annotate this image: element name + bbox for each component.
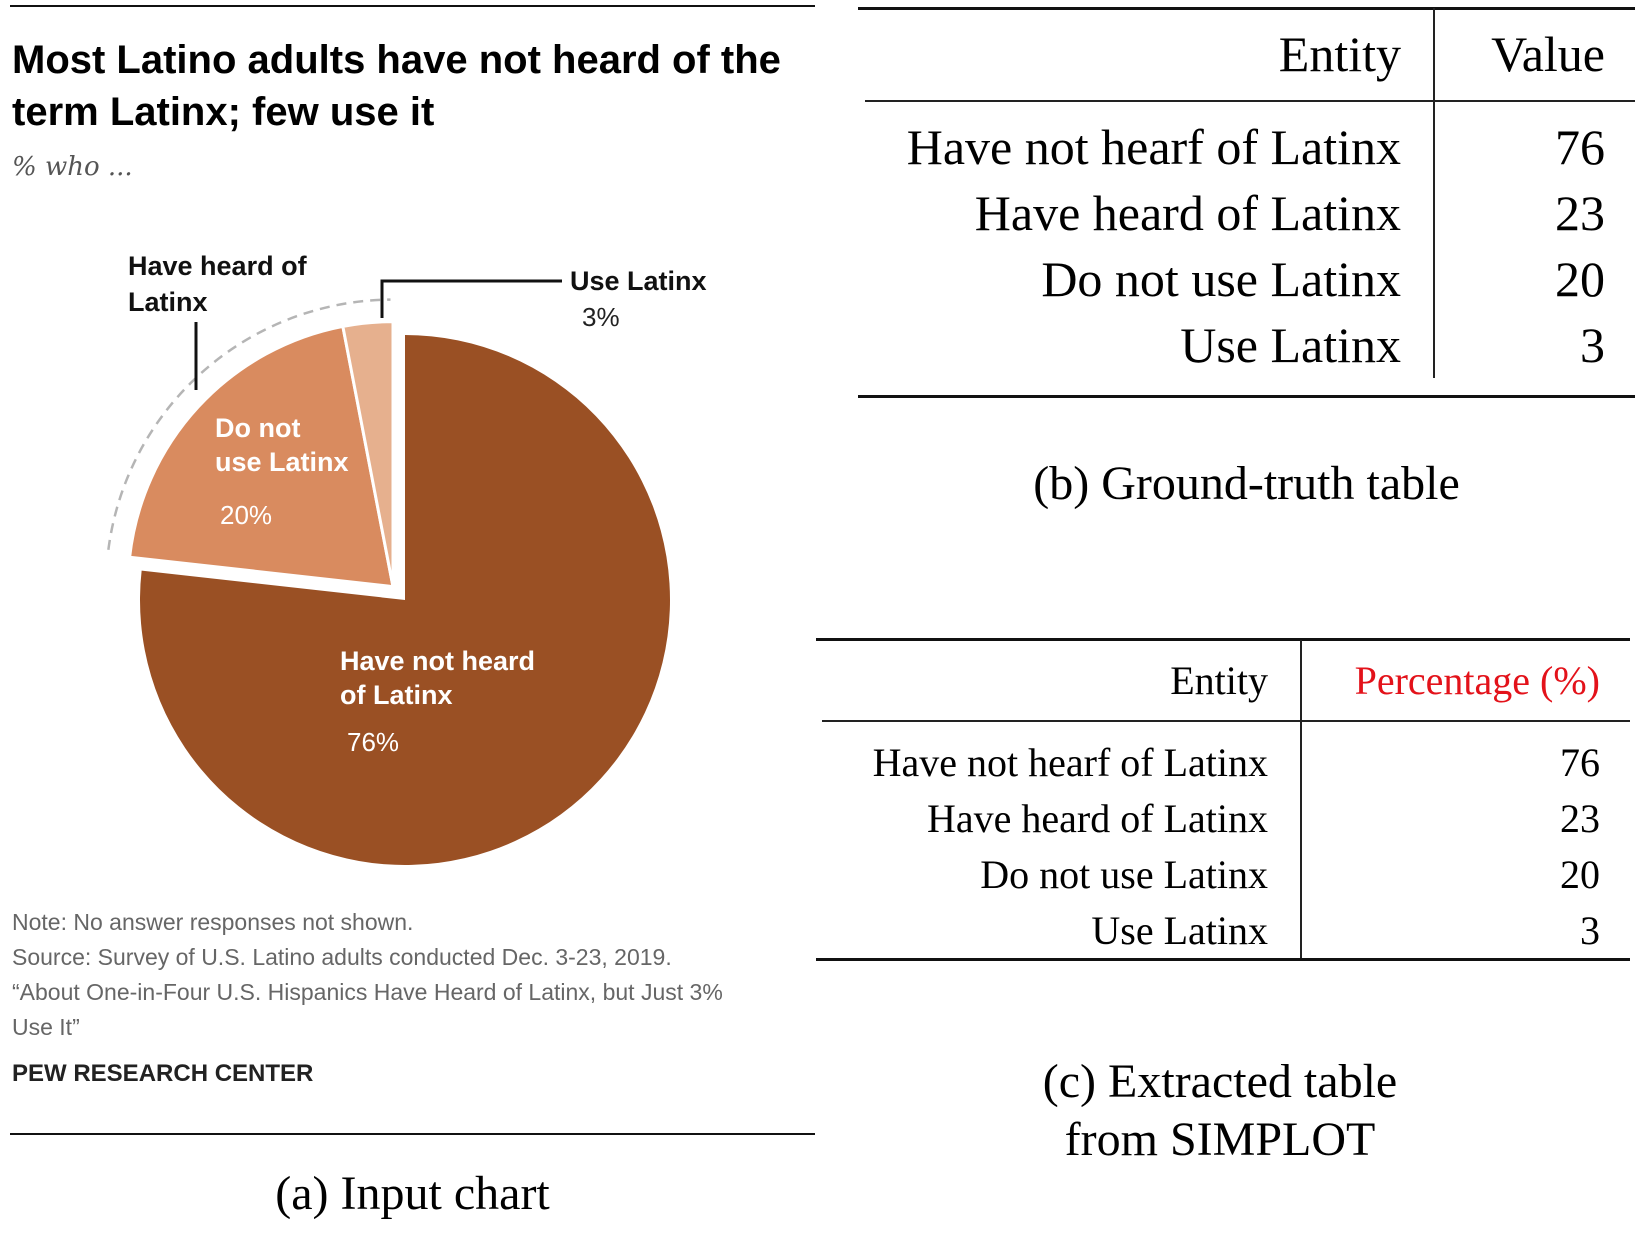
slice-value-do-not-use: 20%	[220, 500, 272, 530]
callout-have-heard: Latinx	[128, 287, 208, 317]
pie-slice-have-not-heard	[140, 335, 671, 866]
table-c-header-row: Entity Percentage (%)	[822, 640, 1630, 722]
table-row: Have not hearf of Latinx 76	[865, 101, 1635, 180]
slice-label-have-not-heard: of Latinx	[340, 680, 453, 710]
report-title-line: “About One-in-Four U.S. Hispanics Have H…	[12, 979, 723, 1005]
note-line: Note: No answer responses not shown.	[12, 909, 414, 935]
source-line: Source: Survey of U.S. Latino adults con…	[12, 944, 672, 970]
table-row: Have not hearf of Latinx 76	[822, 721, 1630, 790]
table-row: Use Latinx 3	[822, 902, 1630, 958]
table-b-value: 23	[1555, 185, 1605, 241]
use-latinx-leader-line	[380, 279, 562, 318]
ground-truth-table: Entity Value Have not hearf of Latinx 76…	[865, 8, 1635, 378]
slice-value-have-not-heard: 76%	[347, 727, 399, 757]
table-c-value: 23	[1560, 795, 1600, 841]
table-b-entity: Do not use Latinx	[865, 246, 1435, 312]
table-row: Do not use Latinx 20	[822, 846, 1630, 902]
caption-b: (b) Ground-truth table	[1033, 457, 1460, 510]
table-b-header-row: Entity Value	[865, 8, 1635, 102]
caption-a: (a) Input chart	[275, 1167, 550, 1220]
table-b-entity: Have heard of Latinx	[865, 180, 1435, 246]
slice-label-do-not-use: Do not	[215, 413, 300, 443]
table-row: Have heard of Latinx 23	[865, 180, 1635, 246]
table-b-entity: Use Latinx	[865, 312, 1435, 378]
table-c-header-entity: Entity	[822, 640, 1302, 722]
table-c-bottom-rule	[816, 958, 1630, 961]
table-c-entity: Do not use Latinx	[822, 846, 1302, 902]
chart-title: Most Latino adults have not heard of the…	[12, 38, 781, 134]
chart-top-rule	[10, 5, 815, 7]
report-title-line-2: Use It”	[12, 1014, 80, 1040]
chart-notes: Note: No answer responses not shown. Sou…	[12, 905, 812, 1045]
pie-slice-use-latinx	[341, 320, 395, 587]
table-row: Use Latinx 3	[865, 312, 1635, 378]
table-b-value: 76	[1555, 119, 1605, 175]
table-c-entity: Use Latinx	[822, 902, 1302, 958]
heard-group-dashed-arc	[107, 298, 391, 550]
callout-value-use-latinx: 3%	[582, 302, 620, 332]
table-c-value: 76	[1560, 739, 1600, 785]
pie-slice-do-not-use	[127, 324, 395, 589]
slice-label-do-not-use: use Latinx	[215, 447, 349, 477]
table-c-entity: Have heard of Latinx	[822, 790, 1302, 846]
table-b-header-value: Value	[1434, 8, 1635, 102]
table-row: Have heard of Latinx 23	[822, 790, 1630, 846]
slice-label-have-not-heard: Have not heard	[340, 646, 535, 676]
table-b-value: 20	[1555, 251, 1605, 307]
table-b-value: 3	[1580, 317, 1605, 373]
chart-bottom-rule	[10, 1133, 815, 1135]
caption-c-line-2: from SIMPLOT	[1064, 1113, 1376, 1166]
table-b-bottom-rule	[858, 395, 1635, 398]
extracted-table: Entity Percentage (%) Have not hearf of …	[822, 640, 1630, 958]
caption-c-line-1: (c) Extracted table	[1042, 1055, 1398, 1108]
table-c-top-rule	[816, 638, 1630, 641]
input-chart-panel: Most Latino adults have not heard of the…	[0, 0, 820, 1243]
table-c-value: 20	[1560, 851, 1600, 897]
callout-use-latinx: Use Latinx	[570, 266, 707, 296]
pie-chart: Have not heard of Latinx 76% Do not use Lati…	[107, 251, 707, 866]
callout-have-heard: Have heard of	[128, 251, 308, 281]
table-b-header-entity: Entity	[865, 8, 1435, 102]
table-b-entity: Have not hearf of Latinx	[865, 101, 1435, 180]
table-c-value: 3	[1580, 907, 1600, 953]
table-c-entity: Have not hearf of Latinx	[822, 721, 1302, 790]
caption-c: (c) Extracted table from SIMPLOT	[940, 1053, 1500, 1169]
table-row: Do not use Latinx 20	[865, 246, 1635, 312]
chart-subtitle: % who ...	[12, 152, 133, 182]
table-c-header-percentage: Percentage (%)	[1301, 640, 1630, 722]
organization-credit: PEW RESEARCH CENTER	[12, 1060, 314, 1087]
